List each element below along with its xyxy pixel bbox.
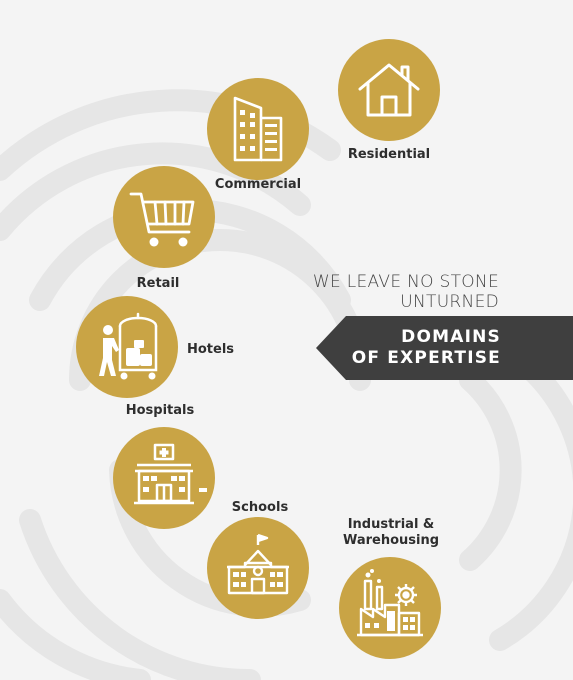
banner-line1: DOMAINS <box>401 327 501 347</box>
tagline-line1: WE LEAVE NO STONE <box>312 272 499 292</box>
hospitals-circle <box>113 427 215 529</box>
residential-label: Residential <box>347 147 431 162</box>
tagline-line2: UNTURNED <box>400 292 499 312</box>
house-icon <box>358 63 420 117</box>
commercial-circle <box>207 78 309 180</box>
gear-icon <box>395 584 417 606</box>
industrial-label-line2: Warehousing <box>342 533 440 548</box>
hotels-label: Hotels <box>187 342 235 357</box>
retail-circle <box>113 166 215 268</box>
school-icon <box>227 533 289 595</box>
domains-banner: DOMAINS OF EXPERTISE <box>316 316 573 380</box>
industrial-label: Industrial & Warehousing <box>336 517 446 549</box>
retail-label: Retail <box>136 276 180 291</box>
office-building-icon <box>233 96 283 162</box>
residential-circle <box>338 39 440 141</box>
hospitals-label: Hospitals <box>125 403 195 418</box>
banner-arrow-shape <box>316 316 573 380</box>
schools-circle <box>207 517 309 619</box>
factory-icon <box>357 569 423 637</box>
commercial-label: Commercial <box>214 177 302 192</box>
schools-label: Schools <box>231 500 289 515</box>
industrial-circle <box>339 557 441 659</box>
shopping-cart-icon <box>129 192 195 247</box>
hospital-icon <box>134 443 207 505</box>
luggage-trolley-icon <box>99 312 158 380</box>
banner-title: DOMAINS OF EXPERTISE <box>352 327 501 369</box>
tagline: WE LEAVE NO STONE UNTURNED <box>313 272 499 312</box>
hotels-circle <box>76 296 178 398</box>
banner-line2: OF EXPERTISE <box>351 348 501 368</box>
industrial-label-line1: Industrial & <box>347 517 435 532</box>
